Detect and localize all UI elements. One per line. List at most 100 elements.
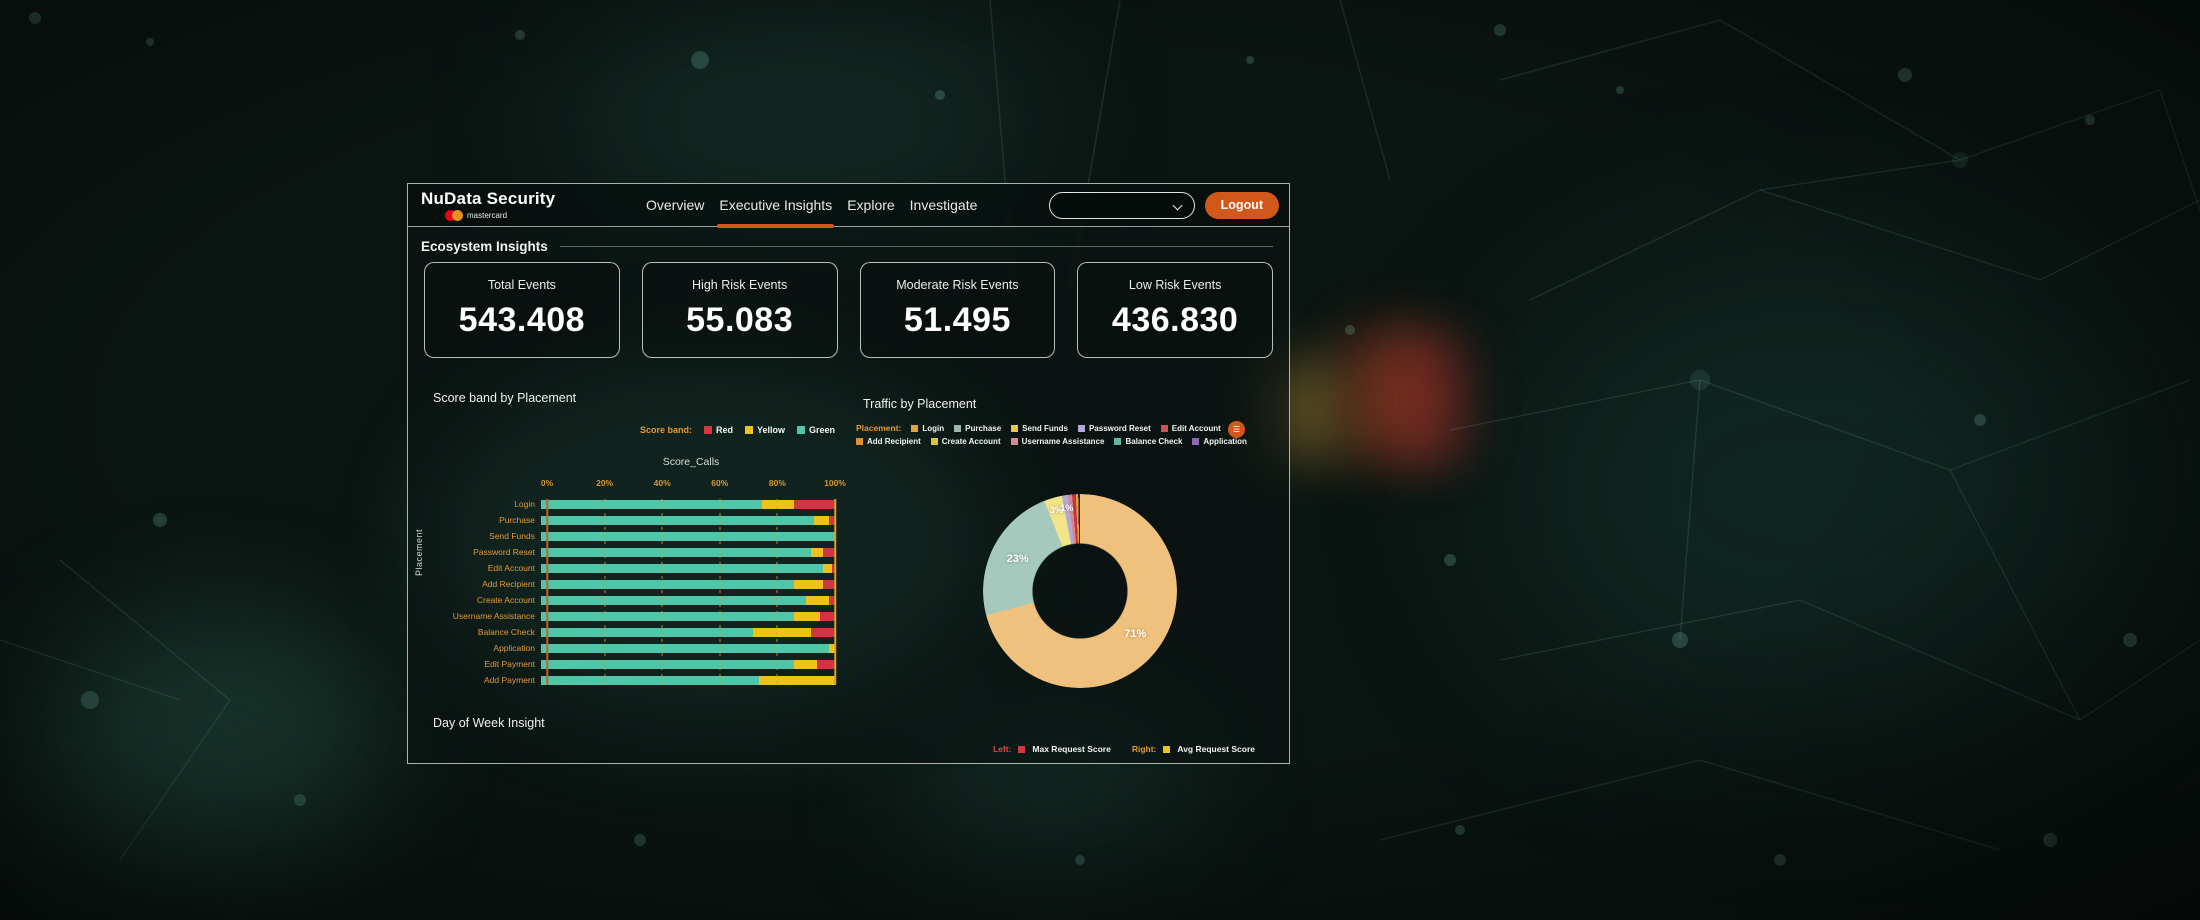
legend-item-send-funds[interactable]: Send Funds (1011, 424, 1068, 433)
header-right: Logout (1048, 184, 1279, 226)
bar-row-application[interactable]: Application (433, 640, 835, 656)
legend-item-add-recipient[interactable]: Add Recipient (856, 437, 921, 446)
x-tick: 20% (596, 478, 614, 488)
category-label: Password Reset (473, 547, 535, 557)
bar-segment-yellow (823, 563, 833, 573)
bar-segment-red (823, 547, 835, 557)
tab-explore[interactable]: Explore (847, 197, 895, 213)
bar-segment-green (541, 659, 794, 669)
bar-segment-yellow (793, 659, 818, 669)
bar-segment-red (811, 627, 835, 637)
left-key-label: Left: (992, 744, 1012, 754)
kpi-label: Total Events (487, 278, 556, 292)
legend-swatch (703, 426, 712, 434)
bar-row-add-recipient[interactable]: Add Recipient (433, 576, 835, 592)
donut-chart[interactable] (983, 494, 1177, 688)
section-header: Ecosystem Insights (421, 239, 1273, 254)
mastercard-logo: mastercard (445, 209, 555, 221)
bar-track (541, 515, 835, 525)
tab-investigate[interactable]: Investigate (909, 197, 978, 213)
bar-segment-red (793, 499, 835, 509)
kpi-value: 55.083 (686, 301, 794, 339)
traffic-legend-row-2: Add Recipient Create Account Username Assi… (856, 437, 1256, 446)
legend-item-password-reset[interactable]: Password Reset (1077, 424, 1151, 433)
legend-item-purchase[interactable]: Purchase (954, 424, 1001, 433)
logout-button[interactable]: Logout (1204, 191, 1279, 219)
category-label: Edit Payment (484, 659, 535, 669)
bar-segment-green (541, 563, 824, 573)
slice-label-purchase: 23% (1006, 553, 1029, 566)
bar-row-send-funds[interactable]: Send Funds (433, 528, 835, 544)
bar-row-password-reset[interactable]: Password Reset (433, 544, 835, 560)
bar-segment-green (541, 547, 812, 557)
avg-score-label: Avg Request Score (1177, 744, 1255, 754)
bar-row-edit-payment[interactable]: Edit Payment (433, 656, 835, 672)
brand-block: NuData Security mastercard (421, 189, 555, 221)
bar-row-edit-account[interactable]: Edit Account (433, 560, 835, 576)
legend-item-yellow[interactable]: Yellow (744, 425, 785, 435)
legend-item-username-assistance[interactable]: Username Assistance (1010, 437, 1104, 446)
bar-track (541, 659, 835, 669)
bar-track (541, 675, 835, 685)
tab-executive-insights[interactable]: Executive Insights (717, 184, 835, 228)
traffic-legend-row-1: Placement: Login Purchase Send Funds Passwor… (856, 423, 1256, 433)
score-band-legend: Score band: Red Yellow Green (547, 425, 835, 435)
mastercard-red-circle-icon (445, 209, 456, 221)
dashboard-panel: NuData Security mastercard Overview Execu… (407, 183, 1290, 764)
kpi-value: 543.408 (458, 301, 586, 339)
tab-overview[interactable]: Overview (646, 197, 705, 213)
bar-segment-green (541, 611, 794, 621)
bar-segment-red (823, 579, 835, 589)
bar-segment-yellow (758, 675, 835, 685)
kpi-label: Moderate Risk Events (896, 278, 1019, 292)
category-label: Edit Account (487, 563, 535, 573)
legend-swatch (1011, 424, 1019, 432)
score-band-legend-label: Score band: (639, 425, 692, 435)
avg-score-swatch (1163, 745, 1171, 753)
bar-segment-green (541, 643, 830, 653)
bar-row-create-account[interactable]: Create Account (433, 592, 835, 608)
y-axis-label: Placement (414, 529, 424, 577)
bar-track (541, 579, 835, 589)
placement-legend-label: Placement: (856, 423, 902, 433)
x-axis-ticks: 0% 20% 40% 60% 80% 100% (541, 478, 846, 490)
bar-row-balance-check[interactable]: Balance Check (433, 624, 835, 640)
bar-row-purchase[interactable]: Purchase (433, 512, 835, 528)
bar-segment-yellow (829, 643, 835, 653)
chevron-down-icon (1172, 200, 1183, 210)
legend-item-red[interactable]: Red (703, 425, 733, 435)
legend-swatch (930, 438, 938, 445)
x-tick: 0% (540, 478, 554, 488)
legend-item-application[interactable]: Application (1192, 437, 1247, 446)
legend-item-green[interactable]: Green (796, 425, 835, 435)
chart-options-button[interactable]: ☰ (1228, 421, 1245, 438)
bar-segment-green (541, 499, 762, 509)
filter-dropdown[interactable] (1048, 191, 1195, 219)
legend-item-balance-check[interactable]: Balance Check (1114, 437, 1182, 446)
bar-row-add-payment[interactable]: Add Payment (433, 672, 835, 688)
traffic-legend: Placement: Login Purchase Send Funds Passwor… (856, 423, 1256, 446)
bar-row-login[interactable]: Login (433, 496, 835, 512)
legend-item-edit-account[interactable]: Edit Account (1160, 424, 1221, 433)
bar-segment-yellow (793, 611, 821, 621)
legend-swatch (911, 424, 919, 432)
app-title: NuData Security (421, 189, 556, 208)
legend-text: Purchase (965, 423, 1002, 433)
traffic-chart-title: Traffic by Placement (863, 397, 977, 411)
legend-item-create-account[interactable]: Create Account (930, 437, 1001, 446)
bar-segment-yellow (752, 627, 812, 637)
bar-track (541, 595, 835, 605)
legend-swatch (1010, 438, 1018, 445)
section-title: Ecosystem Insights (421, 239, 548, 254)
score-band-chart-title: Score band by Placement (433, 391, 577, 405)
legend-swatch (856, 438, 863, 445)
bar-segment-red (820, 611, 835, 621)
bar-segment-yellow (814, 515, 830, 525)
legend-item-login[interactable]: Login (911, 424, 944, 433)
bar-row-username-assistance[interactable]: Username Assistance (433, 608, 835, 624)
legend-text: Add Recipient (867, 437, 921, 446)
x-tick: 100% (824, 478, 846, 488)
legend-swatch (954, 424, 962, 432)
slice-label-send-funds: 3% (1050, 505, 1064, 516)
